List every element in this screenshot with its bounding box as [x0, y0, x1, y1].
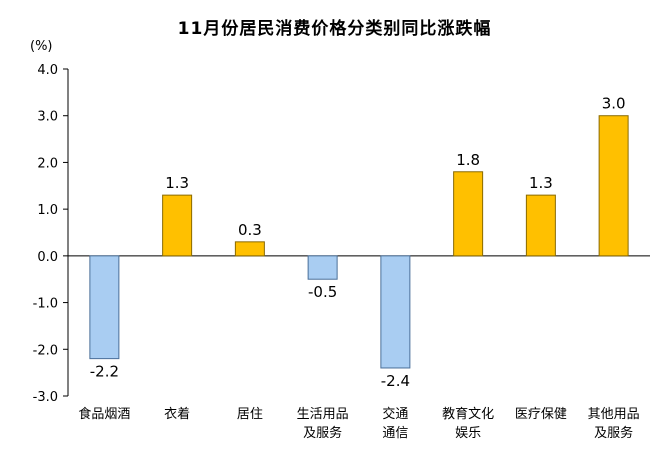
y-tick-label: -1.0 [33, 297, 58, 312]
chart-title: 11月份居民消费价格分类别同比涨跌幅 [177, 19, 492, 39]
bars [89, 115, 629, 369]
x-category-label: 及服务 [594, 425, 633, 441]
x-category-label: 其他用品 [588, 407, 640, 422]
y-tick-label: 1.0 [37, 203, 58, 218]
data-label: 3.0 [602, 95, 626, 113]
bar [380, 255, 411, 369]
x-category-label: 生活用品 [297, 407, 349, 422]
data-label: 1.8 [456, 151, 480, 169]
axes [67, 69, 650, 396]
x-category-label: 食品烟酒 [78, 406, 130, 422]
bar [162, 194, 193, 257]
data-label: -2.4 [381, 372, 410, 390]
x-category-label: 通信 [382, 426, 408, 441]
y-tick-label: -2.0 [33, 343, 58, 358]
bar [453, 171, 484, 257]
data-label: -2.2 [90, 363, 119, 381]
data-label: 1.3 [529, 174, 553, 192]
y-axis-ticks: 4.0 3.0 2.0 1.0 0.0 -1.0 -2.0 -3.0 [33, 63, 68, 405]
x-category-label: 衣着 [164, 406, 190, 422]
bar [234, 241, 265, 257]
bar [307, 255, 338, 280]
bar [598, 115, 629, 257]
y-tick-label: -3.0 [33, 390, 58, 405]
data-labels: -2.2 1.3 0.3 -0.5 -2.4 1.8 1.3 3.0 [90, 95, 626, 390]
y-tick-label: 4.0 [37, 63, 58, 78]
bar [89, 255, 120, 360]
x-category-label: 娱乐 [455, 426, 481, 441]
y-tick-label: 3.0 [37, 110, 58, 125]
x-category-label: 及服务 [303, 425, 342, 441]
bar [525, 194, 556, 257]
y-tick-label: 2.0 [37, 156, 58, 171]
y-axis-unit-label: (%) [30, 39, 53, 54]
x-category-label: 医疗保健 [515, 407, 567, 422]
data-label: -0.5 [308, 283, 337, 301]
x-category-label: 交通 [382, 406, 408, 422]
x-category-label: 教育文化 [442, 406, 494, 422]
data-label: 0.3 [238, 221, 262, 239]
data-label: 1.3 [165, 174, 189, 192]
y-tick-label: 0.0 [37, 250, 58, 265]
x-category-label: 居住 [237, 407, 263, 422]
